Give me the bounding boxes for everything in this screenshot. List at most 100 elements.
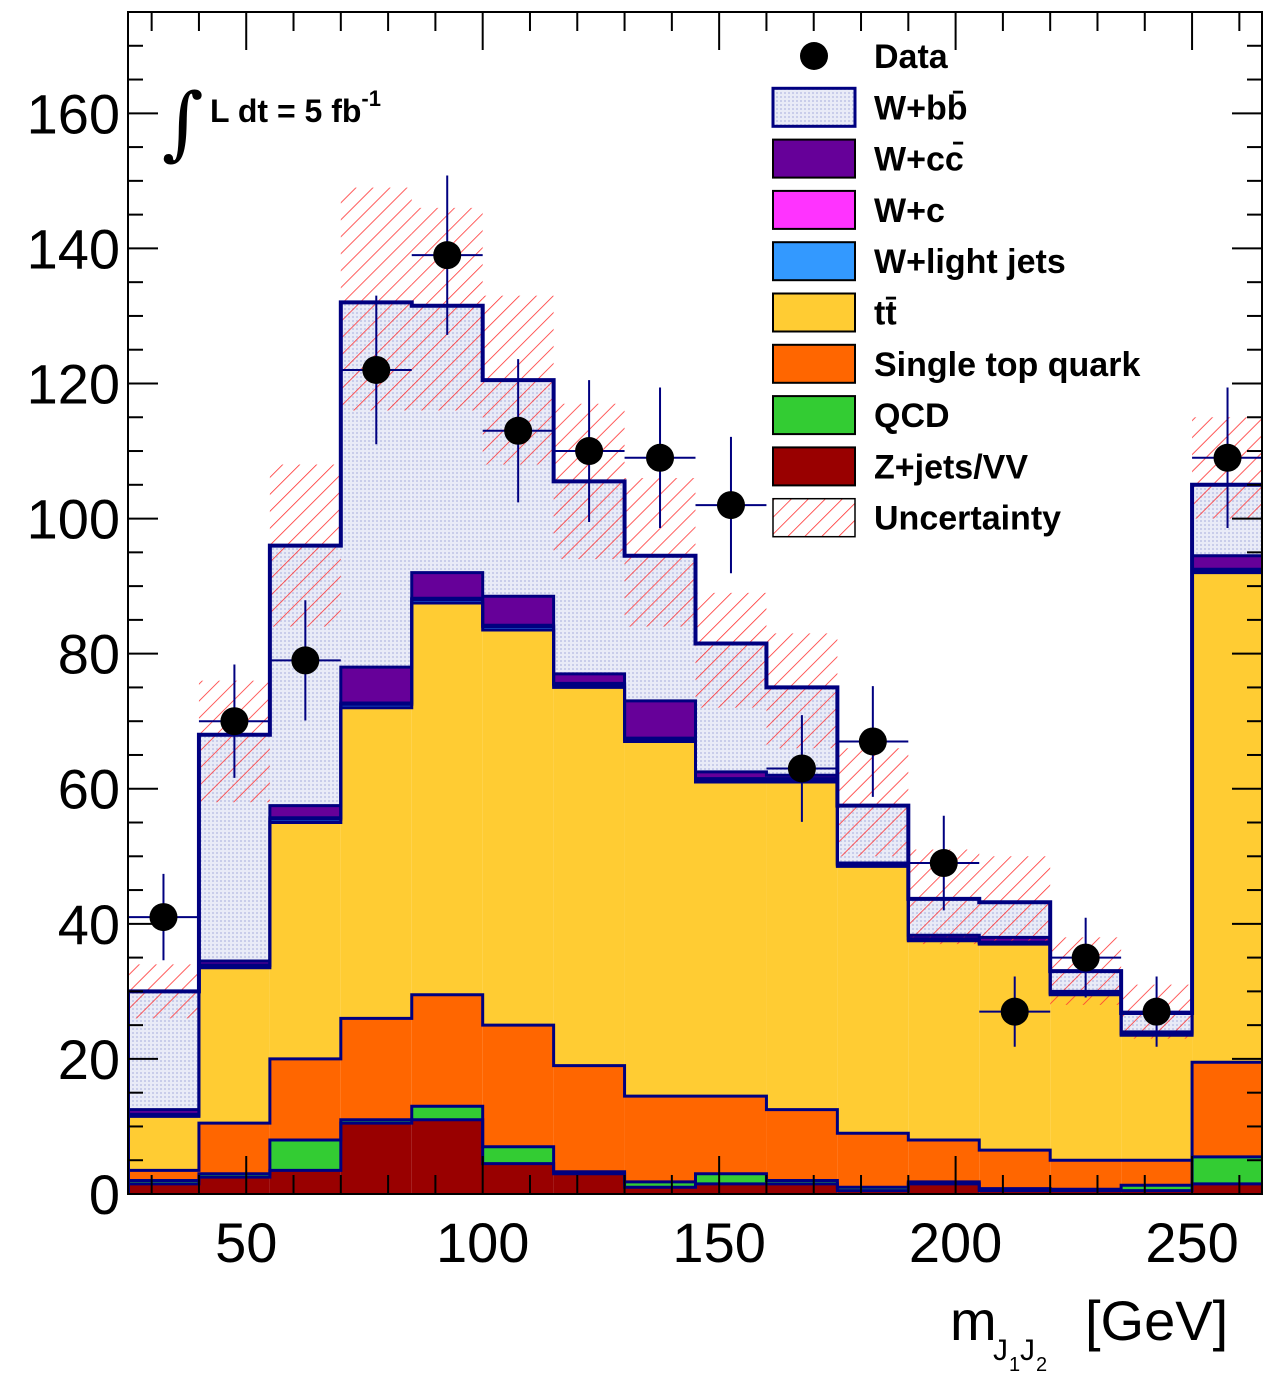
data-point-3 (269, 600, 341, 721)
data-marker-3 (291, 646, 320, 675)
bar-tt-bin-12 (908, 940, 980, 1140)
legend-label-w-cc: W+cc̄ (874, 141, 964, 179)
data-point-7 (553, 380, 625, 522)
data-marker-16 (1213, 443, 1242, 472)
y-tick-label-160: 160 (27, 82, 120, 145)
data-point-6 (482, 359, 554, 503)
integral-symbol: ∫ (162, 76, 204, 169)
bar-w-cc-bin-4 (340, 667, 412, 703)
data-point-11 (837, 686, 909, 797)
x-tick-label-200: 200 (909, 1211, 1002, 1274)
bar-qcd-bin-11 (837, 1187, 909, 1191)
bar-w-cc-bin-8 (624, 700, 696, 739)
bar-z-jets-vv-bin-11 (837, 1190, 909, 1194)
bar-single-top-quark-bin-12 (908, 1139, 980, 1182)
legend-label-data: Data (874, 38, 949, 76)
bar-z-jets-vv-bin-9 (695, 1183, 767, 1194)
data-marker-15 (1142, 997, 1171, 1026)
x-axis-title-sub1: J (993, 1334, 1008, 1367)
bar-single-top-quark-bin-16 (1192, 1062, 1263, 1157)
data-marker-10 (787, 754, 816, 783)
bar-single-top-quark-bin-2 (198, 1123, 270, 1174)
legend-swatch-w-light-jets (772, 241, 856, 282)
bar-z-jets-vv-bin-3 (269, 1170, 341, 1194)
legend-label-w-c: W+c (874, 192, 945, 230)
legend-swatch-w-bb (771, 86, 857, 128)
data-marker-6 (504, 416, 533, 445)
bar-tt-bin-11 (837, 866, 909, 1134)
legend-label-w-light-jets: W+light jets (874, 243, 1066, 281)
legend-item-single-top-quark: Single top quark (772, 343, 1140, 384)
luminosity-value: L dt = 5 fb (210, 93, 361, 129)
legend-item-z-jets-vv: Z+jets/VV (772, 446, 1028, 487)
legend-item-tt: tt̄ (772, 292, 897, 333)
y-tick-label-60: 60 (58, 758, 120, 821)
bar-single-top-quark-bin-1 (128, 1170, 199, 1181)
bar-tt-bin-2 (198, 967, 270, 1124)
data-marker-12 (929, 849, 958, 878)
bar-tt-bin-15 (1121, 1035, 1193, 1161)
bar-w-light-jets-bin-5 (411, 599, 483, 603)
bar-w-cc-bin-1 (128, 1109, 199, 1115)
bar-w-cc-bin-6 (482, 596, 554, 626)
bar-qcd-bin-9 (695, 1173, 767, 1184)
bar-qcd-bin-2 (198, 1173, 270, 1178)
y-tick-label-40: 40 (58, 893, 120, 956)
legend-item-qcd: QCD (772, 395, 950, 436)
bar-single-top-quark-bin-5 (411, 994, 483, 1107)
bar-single-top-quark-bin-14 (1050, 1160, 1122, 1190)
data-marker-11 (858, 727, 887, 756)
data-point-2 (198, 664, 270, 778)
bar-tt-bin-16 (1192, 572, 1263, 1063)
y-tick-label-120: 120 (27, 352, 120, 415)
bar-qcd-bin-3 (269, 1139, 341, 1171)
data-marker-5 (433, 241, 462, 270)
histogram-outlines (128, 300, 1263, 1194)
legend-item-data: Data (800, 38, 949, 76)
legend-swatch-qcd (772, 395, 856, 436)
bar-qcd-bin-1 (128, 1180, 199, 1184)
x-tick-label-50: 50 (215, 1211, 277, 1274)
bar-single-top-quark-bin-7 (553, 1065, 625, 1172)
legend-item-w-cc: W+cc̄ (772, 138, 964, 179)
bar-w-cc-bin-9 (695, 771, 767, 779)
bar-tt-bin-8 (624, 741, 696, 1097)
x-axis-title-subsub2: 2 (1036, 1354, 1047, 1375)
x-axis-title-unit: [GeV] (1085, 1289, 1228, 1352)
x-axis-title-sub2: J (1020, 1334, 1035, 1367)
bar-qcd-bin-16 (1192, 1156, 1263, 1184)
bar-w-cc-bin-5 (411, 572, 483, 599)
data-point-4 (340, 295, 412, 445)
bar-w-light-jets-bin-4 (340, 704, 412, 708)
bar-w-cc-bin-16 (1192, 555, 1263, 570)
data-point-14 (1050, 917, 1122, 998)
x-axis-title-subsub1: 1 (1009, 1354, 1020, 1375)
legend-swatch-w-c (772, 189, 856, 230)
bar-tt-bin-6 (482, 630, 554, 1026)
data-point-15 (1121, 976, 1193, 1047)
bar-single-top-quark-bin-11 (837, 1133, 909, 1188)
bar-tt-bin-7 (553, 687, 625, 1066)
plot-frame (127, 11, 1263, 1195)
legend-swatch-uncertainty (772, 497, 856, 538)
data-marker-13 (1000, 997, 1029, 1026)
bar-qcd-bin-15 (1121, 1185, 1193, 1191)
bar-qcd-bin-5 (411, 1106, 483, 1120)
bar-z-jets-vv-bin-2 (198, 1177, 270, 1194)
luminosity-text: L dt = 5 fb-1 (210, 86, 381, 129)
data-point-16 (1192, 387, 1263, 529)
bar-single-top-quark-bin-8 (624, 1096, 696, 1182)
data-point-10 (766, 715, 838, 822)
bar-qcd-bin-6 (482, 1146, 554, 1164)
legend-item-w-bb: W+bb̄ (771, 86, 967, 128)
y-tick-label-80: 80 (58, 623, 120, 686)
bar-tt-bin-14 (1050, 994, 1122, 1161)
bar-tt-bin-1 (128, 1116, 199, 1171)
bar-w-light-jets-bin-3 (269, 819, 341, 823)
bar-z-jets-vv-bin-4 (340, 1123, 412, 1194)
x-tick-label-150: 150 (672, 1211, 765, 1274)
legend-label-w-bb: W+bb̄ (874, 89, 967, 127)
y-tick-label-0: 0 (89, 1163, 120, 1226)
x-tick-label-100: 100 (436, 1211, 529, 1274)
bar-z-jets-vv-bin-8 (624, 1187, 696, 1194)
